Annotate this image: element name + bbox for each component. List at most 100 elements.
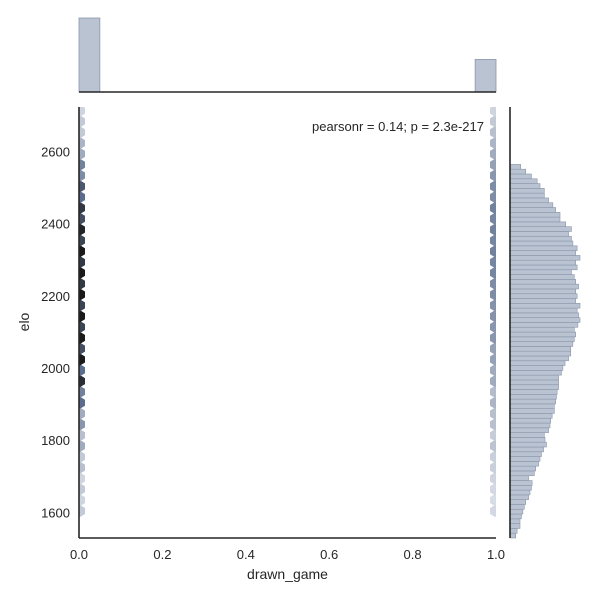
- marginal-y-histogram: [509, 164, 581, 539]
- x-tick-label: 0.6: [320, 547, 338, 562]
- marginal-y-bar: [509, 326, 575, 333]
- axes: [78, 91, 511, 539]
- hexbin-cell: [490, 331, 496, 344]
- hexbin-cell: [490, 158, 496, 171]
- marginal-y-bar: [509, 322, 579, 328]
- hexbin-cell: [490, 137, 496, 150]
- hexbin-cell: [490, 288, 496, 301]
- pearson-annotation: pearsonr = 0.14; p = 2.3e-217: [312, 119, 484, 134]
- marginal-y-bar: [509, 317, 581, 323]
- y-tick-label: 1600: [41, 505, 70, 520]
- hexbin-cell: [490, 223, 496, 236]
- marginal-y-bar: [509, 384, 559, 390]
- hexbin-cell: [490, 256, 496, 269]
- hexbin-cell: [490, 245, 496, 258]
- hexbin-cell: [79, 245, 85, 258]
- marginal-y-bar: [509, 360, 566, 366]
- marginal-y-bar: [509, 413, 553, 419]
- hexbin-cell: [490, 375, 496, 388]
- marginal-y-bar: [509, 226, 572, 232]
- marginal-y-bar: [509, 231, 569, 237]
- hexbin-cell: [79, 277, 85, 290]
- marginal-y-bar: [509, 518, 521, 524]
- hexbin-cell: [79, 234, 85, 247]
- hexbin-cell: [79, 429, 85, 442]
- hexbin-cell: [79, 191, 85, 204]
- marginal-y-bar: [509, 441, 547, 448]
- hexbin-cell: [79, 147, 85, 160]
- hexbin-cell: [490, 126, 496, 139]
- marginal-y-bar: [509, 508, 524, 515]
- marginal-y-bar: [509, 374, 559, 381]
- hexbin-cell: [79, 107, 85, 117]
- marginal-y-bar: [509, 336, 575, 342]
- marginal-x-bar: [474, 59, 497, 93]
- marginal-y-bar: [509, 221, 567, 227]
- marginal-y-bar: [509, 437, 546, 443]
- marginal-y-bar: [509, 346, 572, 352]
- marginal-y-bar: [509, 480, 533, 486]
- marginal-y-bar: [509, 312, 579, 318]
- tick-labels: 0.0 0.2 0.4 0.6 0.8 1.0 1600 1800 2000 2200 2400 26…: [41, 145, 505, 562]
- hexbin-cell: [79, 180, 85, 193]
- hexbin-cell: [490, 385, 496, 398]
- marginal-y-bar: [509, 446, 544, 453]
- marginal-y-bar: [509, 417, 552, 424]
- hexbin-cell: [79, 472, 85, 485]
- hexbin-cell: [79, 440, 85, 453]
- marginal-y-bar: [509, 245, 578, 251]
- marginal-y-bar: [509, 164, 522, 170]
- marginal-y-bar: [509, 269, 572, 275]
- marginal-y-bar: [509, 465, 537, 472]
- hexbin-cell: [79, 450, 85, 463]
- hexbin-cell: [490, 310, 496, 323]
- x-tick-label: 0.0: [70, 547, 88, 562]
- marginal-y-bar: [509, 303, 581, 309]
- hexbin-cell: [79, 137, 85, 150]
- hexbin-cell: [490, 342, 496, 355]
- marginal-x-histogram: [78, 17, 497, 93]
- marginal-y-bar: [509, 532, 517, 539]
- hexbin-cell: [79, 504, 85, 517]
- hexbin-cell: [79, 407, 85, 420]
- hexbin-cell: [490, 212, 496, 225]
- marginal-y-bar: [509, 331, 577, 338]
- hexbin-cell: [79, 385, 85, 398]
- marginal-y-bar: [509, 379, 559, 386]
- hexbin-cell: [79, 321, 85, 334]
- marginal-y-bar: [509, 178, 538, 184]
- hexbin-cell: [490, 440, 496, 453]
- marginal-y-bar: [509, 456, 541, 462]
- marginal-y-bar: [509, 499, 527, 505]
- hexbin-cell: [79, 212, 85, 225]
- marginal-y-bar: [509, 528, 518, 534]
- hexbin-cell: [490, 504, 496, 517]
- marginal-y-bar: [509, 207, 557, 213]
- hexbin-layer: [79, 107, 496, 517]
- marginal-y-bar: [509, 255, 581, 261]
- x-tick-label: 1.0: [487, 547, 505, 562]
- marginal-y-bar: [509, 489, 531, 496]
- hexbin-cell: [79, 418, 85, 431]
- marginal-y-bar: [509, 307, 578, 314]
- marginal-y-bar: [509, 513, 522, 520]
- marginal-y-bar: [509, 398, 557, 405]
- hexbin-cell: [490, 107, 496, 117]
- marginal-y-bar: [509, 475, 529, 481]
- hexbin-cell: [79, 375, 85, 388]
- hexbin-cell: [79, 331, 85, 344]
- hexbin-cell: [490, 266, 496, 279]
- marginal-y-bar: [509, 274, 575, 280]
- marginal-y-bar: [509, 350, 572, 357]
- x-tick-label: 0.2: [153, 547, 171, 562]
- marginal-y-bar: [509, 293, 578, 299]
- hexbin-cell: [79, 396, 85, 409]
- x-tick-label: 0.4: [237, 547, 255, 562]
- marginal-y-bar: [509, 408, 555, 414]
- hexbin-cell: [490, 450, 496, 463]
- hexbin-cell: [490, 180, 496, 193]
- y-tick-label: 2400: [41, 217, 70, 232]
- marginal-y-bar: [509, 259, 577, 266]
- marginal-y-bar: [509, 389, 558, 395]
